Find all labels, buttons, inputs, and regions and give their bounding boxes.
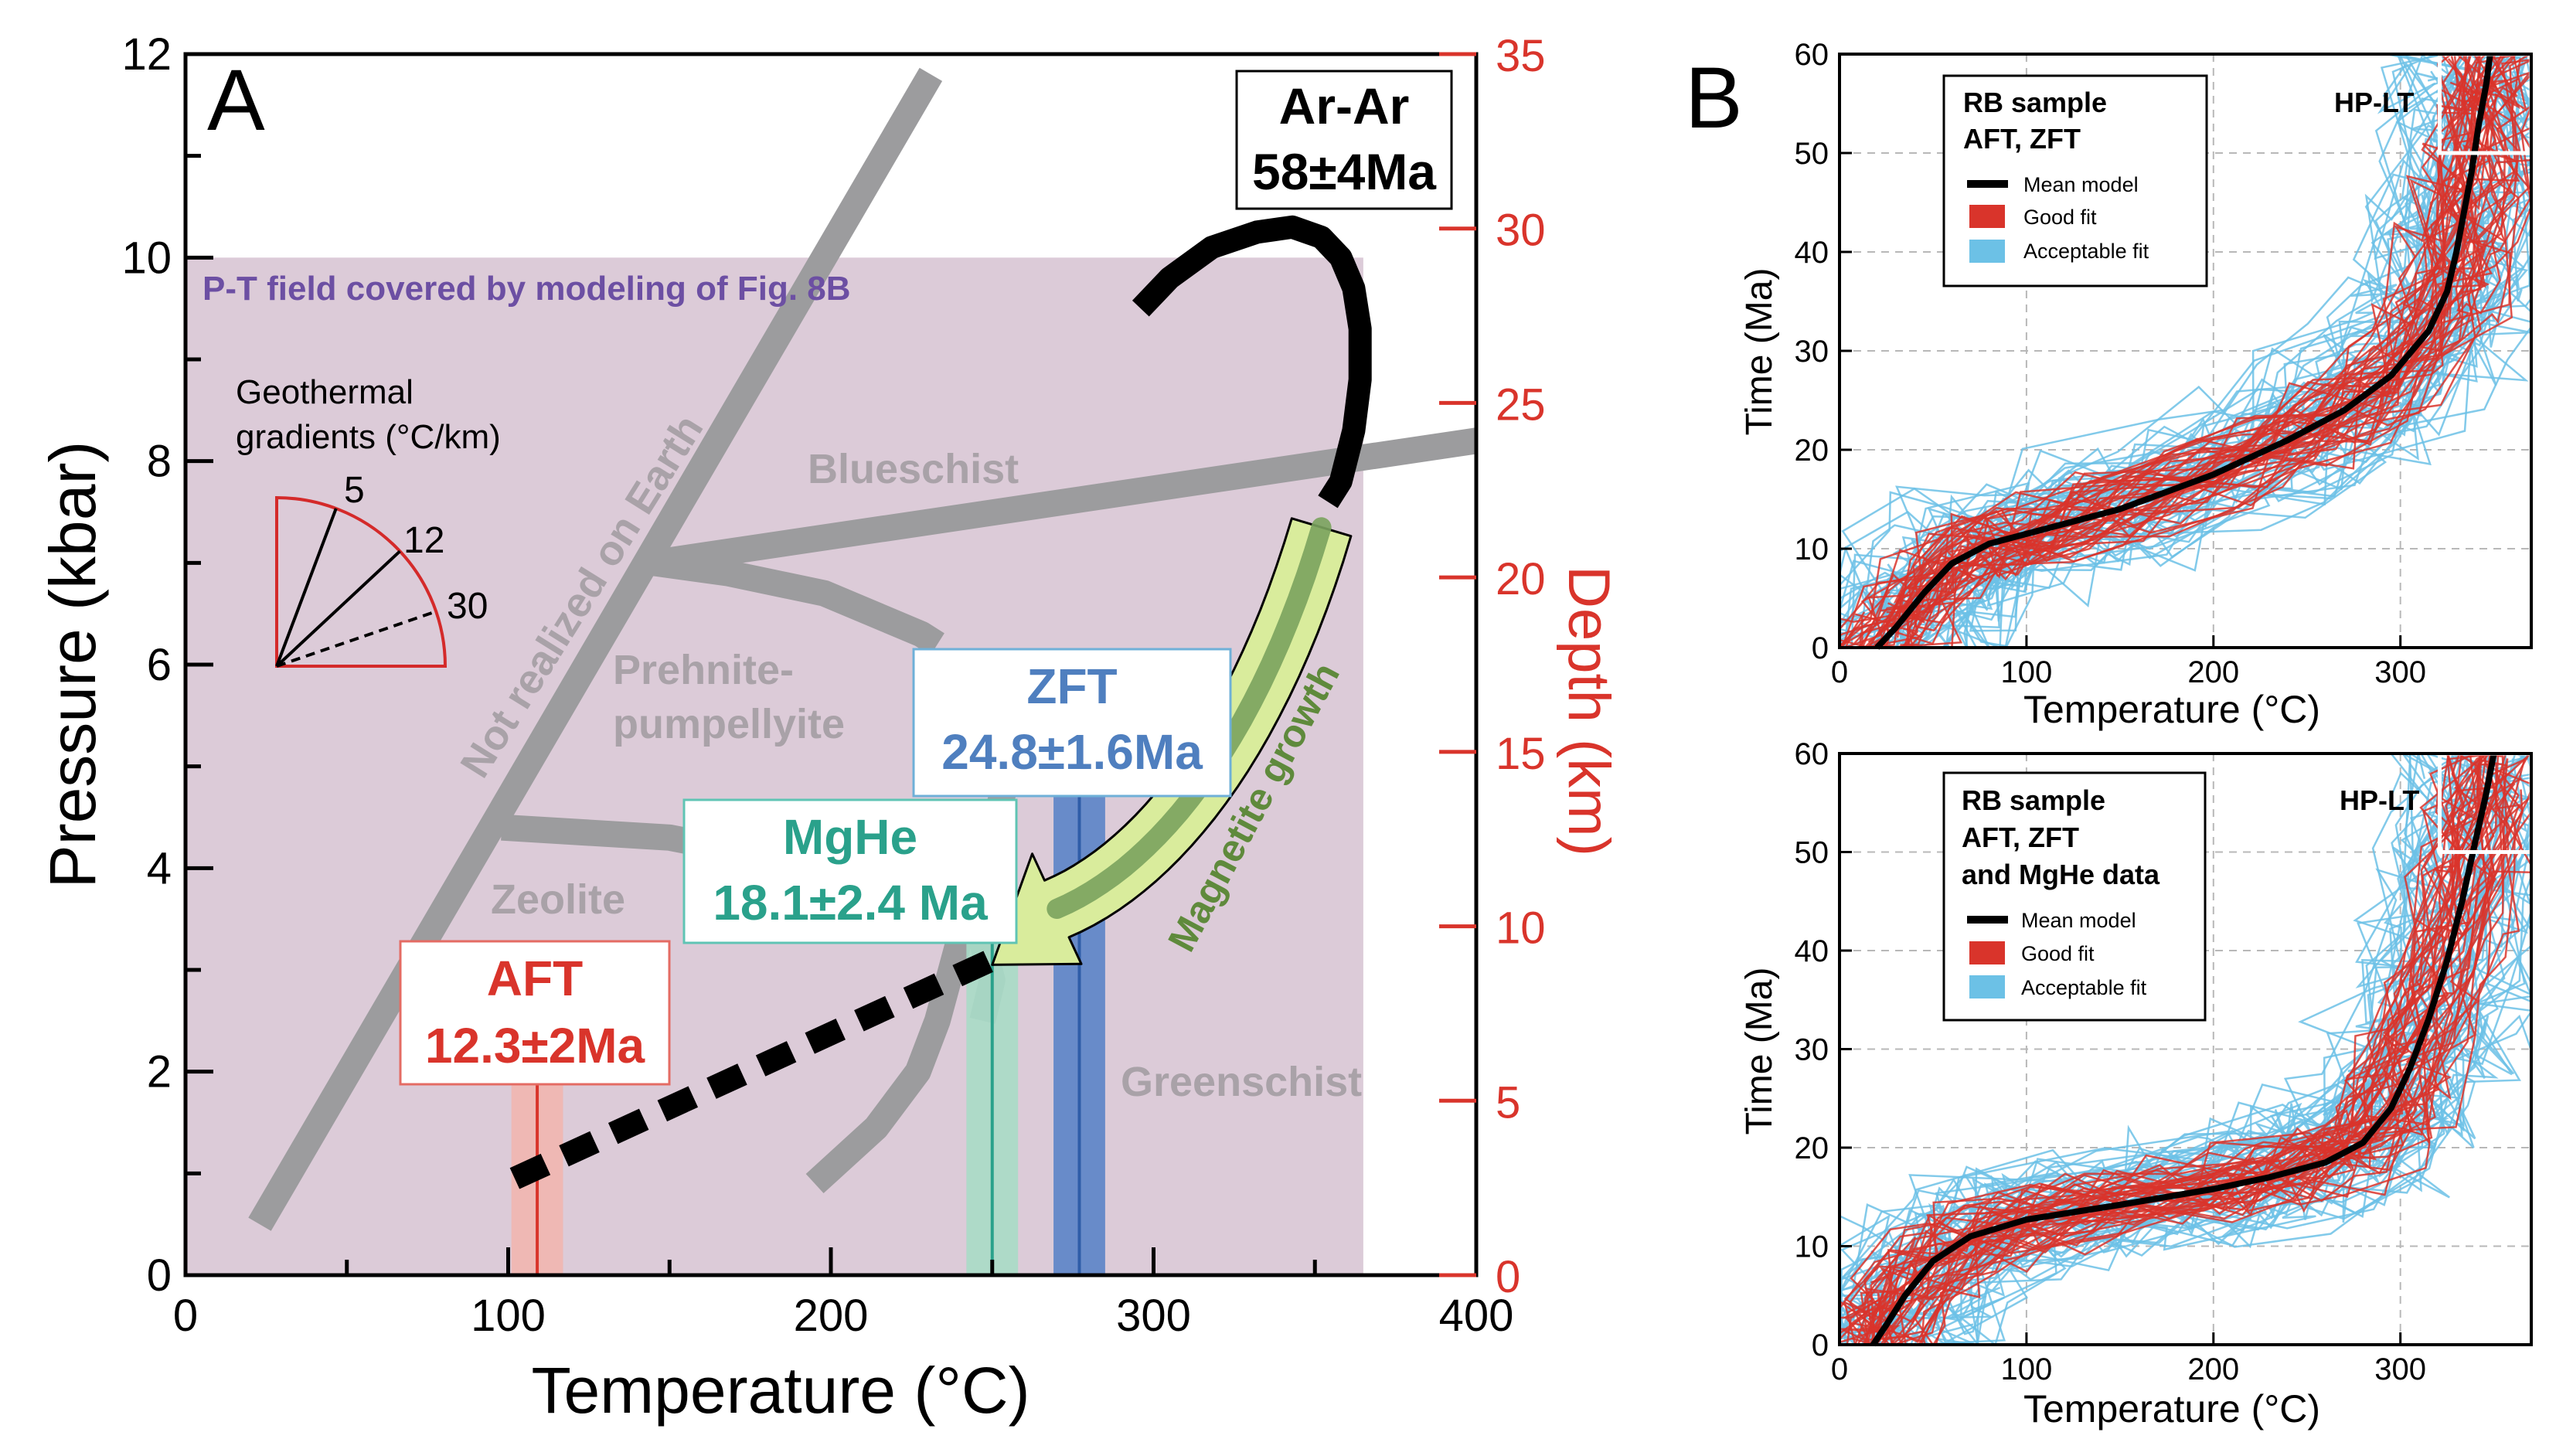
a-ytick-label-12: 12: [121, 29, 172, 80]
b2-xtick-label-200: 200: [2187, 1352, 2239, 1386]
b-bottom-hplt-label: HP-LT: [2340, 784, 2419, 816]
a-ytick-label-4: 4: [147, 843, 172, 893]
b-bottom-legend-good: Good fit: [2021, 942, 2095, 965]
b1-ytick-label-50: 50: [1795, 137, 1829, 171]
b-bottom-legend-good-swatch: [1969, 941, 2005, 964]
a-y2tick-label-25: 25: [1496, 379, 1546, 430]
b-bottom-ylabel: Time (Ma): [1739, 968, 1780, 1135]
b-top-xlabel: Temperature (°C): [2023, 688, 2320, 731]
facies-label-blueschist: Blueschist: [808, 446, 1019, 492]
facies-label-greenschist: Greenschist: [1121, 1059, 1362, 1105]
b2-xtick-label-300: 300: [2374, 1352, 2426, 1386]
a-y2tick-label-10: 10: [1496, 903, 1546, 954]
age-box-mghe: MgHe 18.1±2.4 Ma: [684, 800, 1016, 943]
b-top-legend-title-line2: AFT, ZFT: [1963, 123, 2081, 155]
pt-field-label: P-T field covered by modeling of Fig. 8B: [203, 270, 851, 308]
age-box-aft-age: 12.3±2Ma: [425, 1018, 645, 1073]
b2-ytick-label-30: 30: [1795, 1033, 1829, 1067]
b2-ytick-label-10: 10: [1795, 1230, 1829, 1264]
age-box-zft-age: 24.8±1.6Ma: [941, 724, 1203, 780]
b1-ytick-label-20: 20: [1795, 434, 1829, 468]
b-bottom-legend-acceptable-swatch: [1969, 975, 2005, 998]
geotherm-title-line2: gradients (°C/km): [236, 418, 501, 456]
panel-b-label: B: [1685, 49, 1743, 146]
b2-xtick-label-100: 100: [2001, 1352, 2053, 1386]
a-xtick-label-300: 300: [1116, 1291, 1191, 1341]
age-box-mghe-method: MgHe: [783, 809, 917, 865]
age-box-aft-method: AFT: [487, 951, 583, 1006]
a-ytick-label-8: 8: [147, 437, 172, 487]
a-xtick-label-200: 200: [794, 1291, 869, 1341]
b-top-ylabel: Time (Ma): [1739, 268, 1780, 436]
age-box-mghe-age: 18.1±2.4 Ma: [713, 875, 988, 930]
b1-xtick-label-200: 200: [2187, 655, 2239, 689]
b1-xtick-label-300: 300: [2374, 655, 2426, 689]
panel-a-y2label: Depth (km): [1556, 566, 1622, 856]
b-top-legend: RB sample AFT, ZFT Mean model Good fit A…: [1944, 76, 2207, 286]
a-y2tick-label-0: 0: [1496, 1252, 1520, 1302]
a-ytick-label-0: 0: [147, 1250, 172, 1301]
b-bottom-legend-title-line3: and MgHe data: [1962, 859, 2160, 890]
a-y2tick-label-35: 35: [1496, 31, 1546, 81]
a-ytick-label-6: 6: [147, 640, 172, 690]
age-box-arar-age: 58±4Ma: [1252, 143, 1437, 200]
b-top-legend-mean: Mean model: [2023, 173, 2139, 196]
b1-ytick-label-0: 0: [1812, 631, 1829, 665]
panel-b: B HP-LT RB sample AFT, ZFT Mean model Go…: [1685, 38, 2556, 1430]
facies-label-prehnite-line2: pumpellyite: [613, 701, 845, 747]
b-bottom-legend-acceptable: Acceptable fit: [2021, 976, 2147, 999]
b-bottom-legend-mean: Mean model: [2021, 909, 2136, 932]
b2-ytick-label-50: 50: [1795, 836, 1829, 870]
b2-ytick-label-40: 40: [1795, 934, 1829, 968]
b1-ytick-label-40: 40: [1795, 236, 1829, 270]
a-xtick-label-0: 0: [173, 1291, 198, 1341]
geotherm-label-12: 12: [403, 520, 444, 561]
b1-xtick-label-100: 100: [2001, 655, 2053, 689]
a-y2tick-label-15: 15: [1496, 729, 1546, 779]
a-y2tick-label-30: 30: [1496, 206, 1546, 256]
b1-ytick-label-60: 60: [1795, 38, 1829, 72]
b-bottom-xlabel: Temperature (°C): [2023, 1387, 2320, 1430]
b-top-hplt-label: HP-LT: [2334, 87, 2414, 118]
panel-a-label: A: [207, 52, 265, 148]
b-top-legend-good: Good fit: [2023, 206, 2097, 229]
age-box-zft-method: ZFT: [1026, 658, 1117, 714]
a-ytick-label-10: 10: [121, 233, 172, 283]
age-box-zft: ZFT 24.8±1.6Ma: [914, 649, 1230, 796]
geotherm-title-line1: Geothermal: [236, 373, 414, 411]
panel-a-xlabel: Temperature (°C): [531, 1354, 1030, 1427]
b-bottom-legend: RB sample AFT, ZFT and MgHe data Mean mo…: [1944, 773, 2205, 1020]
b-top-legend-title-line1: RB sample: [1963, 87, 2107, 118]
b2-xtick-label-0: 0: [1831, 1352, 1848, 1386]
geotherm-label-5: 5: [344, 470, 365, 511]
b-top-legend-good-swatch: [1969, 205, 2005, 228]
a-y2tick-label-5: 5: [1496, 1077, 1520, 1128]
age-box-arar: Ar-Ar 58±4Ma: [1237, 71, 1452, 209]
b2-ytick-label-60: 60: [1795, 737, 1829, 771]
facies-label-prehnite-line1: Prehnite-: [613, 647, 794, 693]
age-box-aft: AFT 12.3±2Ma: [400, 941, 669, 1084]
b-top-legend-acceptable-swatch: [1969, 240, 2005, 263]
panel-b-bottom: HP-LT RB sample AFT, ZFT and MgHe data M…: [1739, 737, 2556, 1430]
b-top-legend-acceptable: Acceptable fit: [2023, 240, 2149, 263]
b1-xtick-label-0: 0: [1831, 655, 1848, 689]
a-xtick-label-100: 100: [471, 1291, 546, 1341]
b1-ytick-label-30: 30: [1795, 335, 1829, 369]
a-y2tick-label-20: 20: [1496, 554, 1546, 604]
b1-ytick-label-10: 10: [1795, 532, 1829, 566]
panel-b-top: HP-LT RB sample AFT, ZFT Mean model Good…: [1739, 38, 2556, 731]
age-box-arar-method: Ar-Ar: [1279, 77, 1410, 134]
panel-a-ylabel: Pressure (kbar): [36, 441, 109, 889]
b2-ytick-label-0: 0: [1812, 1328, 1829, 1362]
b-bottom-legend-title-line2: AFT, ZFT: [1962, 822, 2079, 853]
a-ytick-label-2: 2: [147, 1047, 172, 1097]
b2-ytick-label-20: 20: [1795, 1131, 1829, 1165]
geotherm-label-30: 30: [447, 586, 488, 627]
b-bottom-legend-title-line1: RB sample: [1962, 784, 2105, 816]
facies-label-zeolite: Zeolite: [491, 876, 625, 923]
